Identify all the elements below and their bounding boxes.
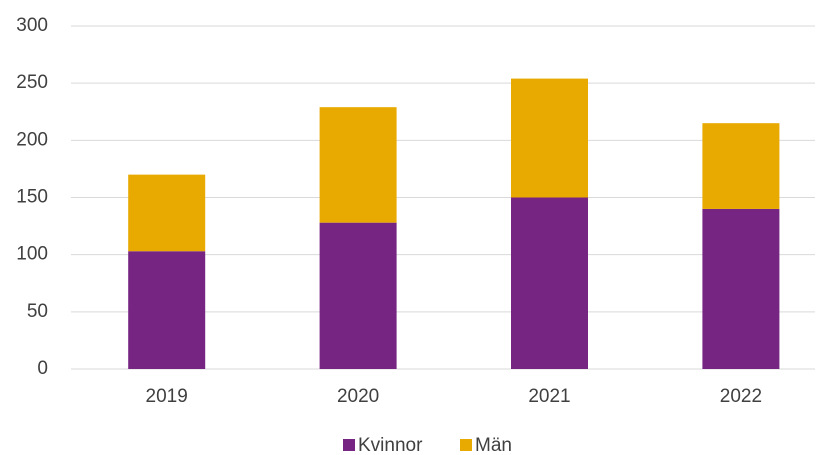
bar-segment xyxy=(511,197,588,369)
bar-segment xyxy=(319,107,397,223)
bar-segment xyxy=(702,123,780,209)
y-tick-label: 50 xyxy=(27,301,48,322)
x-tick-label: 2019 xyxy=(146,386,188,407)
bar-segment xyxy=(702,208,780,369)
y-tick-label: 250 xyxy=(16,72,48,93)
y-tick-label: 150 xyxy=(16,187,48,208)
y-tick-label: 100 xyxy=(16,244,48,265)
legend-label: Män xyxy=(475,435,512,455)
x-tick-label: 2021 xyxy=(528,386,570,407)
legend-swatch xyxy=(343,439,355,451)
bar-segment xyxy=(128,174,206,252)
legend-label: Kvinnor xyxy=(358,435,423,455)
x-tick-label: 2022 xyxy=(720,386,762,407)
x-tick-label: 2020 xyxy=(337,386,379,407)
bar-segment xyxy=(128,251,206,369)
y-tick-label: 0 xyxy=(37,358,48,379)
legend-swatch xyxy=(460,439,472,451)
y-tick-label: 300 xyxy=(16,15,48,36)
bar-segment xyxy=(511,78,588,198)
y-tick-label: 200 xyxy=(16,129,48,150)
bar-segment xyxy=(319,222,397,369)
